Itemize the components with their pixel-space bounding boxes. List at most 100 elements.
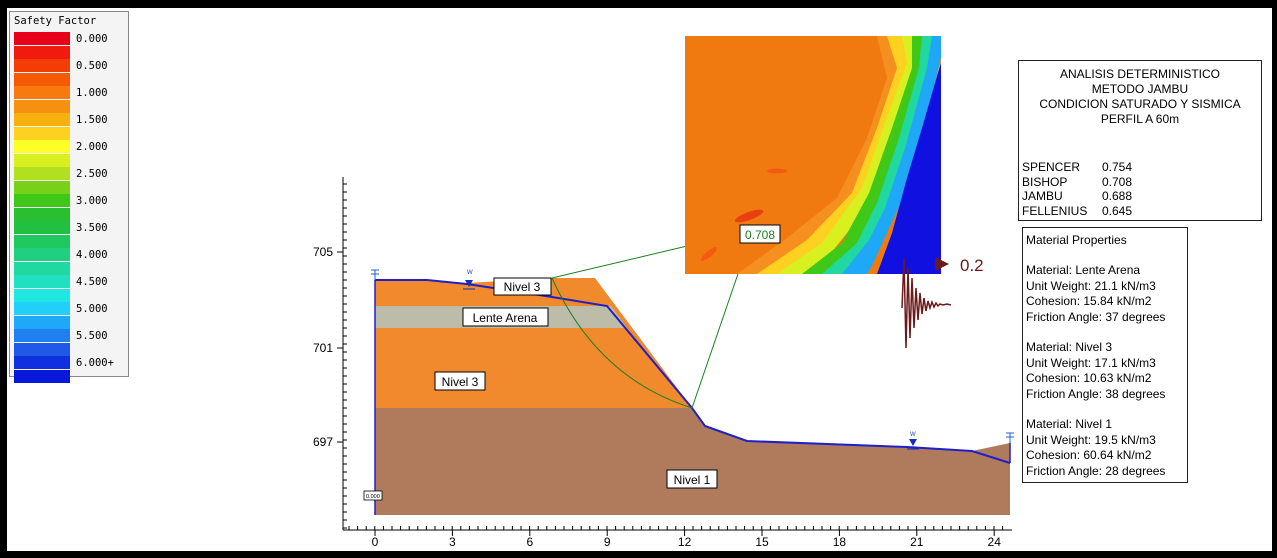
legend-swatch: [14, 140, 70, 153]
boundary-marker-icon: [371, 269, 379, 280]
legend-swatch: [14, 153, 70, 167]
y-tick-label: 705: [313, 245, 333, 259]
method-name: BISHOP: [1022, 174, 1068, 189]
legend-label: 3.000: [76, 195, 108, 207]
y-tick-labels: 705 701 697: [313, 245, 343, 449]
x-tick-label: 3: [449, 535, 456, 549]
model-canvas[interactable]: Safety Factor 0.000 0.500 1.000 1.500 2.000 2…: [7, 8, 1272, 551]
x-tick-label: 12: [678, 535, 692, 549]
fs-value-box: [739, 224, 781, 244]
seismic-arrow-icon: [935, 257, 949, 271]
x-tick-label: 9: [604, 535, 611, 549]
material-property: Unit Weight: 17.1 kN/m3: [1026, 355, 1156, 370]
method-results: SPENCER 0.754 BISHOP 0.708 JAMBU 0.688 FELLENI…: [1022, 160, 1132, 218]
label-box: [666, 469, 718, 489]
legend-swatch: [14, 288, 70, 302]
analysis-title: ANALISIS DETERMINISTICO METODO JAMBU CONDI…: [1019, 67, 1261, 127]
svg-text:W: W: [910, 432, 916, 438]
legend-label: 4.500: [76, 276, 108, 288]
legend-swatch: [14, 248, 70, 261]
legend-swatch: [14, 45, 70, 59]
legend-title: Safety Factor: [14, 15, 97, 27]
method-value: 0.754: [1102, 160, 1133, 174]
legend-swatch: [14, 180, 70, 194]
legend-swatch: [14, 167, 70, 180]
y-minor-ticks: [343, 183, 347, 529]
base-load-marker: [363, 490, 383, 501]
x-tick-label: 0: [372, 535, 379, 549]
analysis-title-line: METODO JAMBU: [1091, 82, 1189, 96]
method-value: 0.645: [1102, 203, 1133, 218]
material-group: Material: Nivel 3 Unit Weight: 17.1 kN/m3…: [1026, 340, 1165, 402]
x-tick-label: 24: [988, 535, 1002, 549]
material-property: Unit Weight: 21.1 kN/m3: [1026, 278, 1156, 293]
material-properties-box: Material Properties Material: Lente Aren…: [1022, 227, 1188, 483]
legend-label: 0.500: [76, 60, 108, 72]
material-property: Friction Angle: 38 degrees: [1026, 386, 1166, 401]
material-property: Cohesion: 15.84 kN/m2: [1026, 294, 1152, 308]
legend-label: 4.000: [76, 249, 108, 261]
material-property: Friction Angle: 28 degrees: [1026, 463, 1166, 478]
seismic-wave-icon: [901, 257, 952, 349]
x-minor-ticks: [348, 526, 1004, 530]
legend-label: 3.500: [76, 222, 108, 234]
label-box: [493, 277, 552, 296]
label-box: [434, 371, 486, 391]
legend-label: 5.000: [76, 303, 108, 315]
nivel3-top-label: Nivel 3: [504, 280, 541, 294]
material-property: Friction Angle: 37 degrees: [1026, 309, 1166, 324]
nivel1-label: Nivel 1: [674, 473, 711, 487]
svg-text:W: W: [467, 270, 473, 276]
legend-swatch: [14, 99, 70, 113]
legend-swatch: [14, 275, 70, 288]
nivel-1-region: [375, 408, 1010, 515]
legend-swatch: [14, 302, 70, 315]
y-tick-label: 701: [313, 341, 333, 355]
x-tick-label: 6: [526, 535, 533, 549]
legend-swatch: [14, 356, 70, 369]
fs-value-label: 0.708: [745, 228, 775, 242]
legend-label: 2.000: [76, 141, 108, 153]
legend-swatch: [14, 72, 70, 86]
legend-label: 1.000: [76, 87, 108, 99]
legend-swatch: [14, 315, 70, 329]
analysis-title-line: ANALISIS DETERMINISTICO: [1059, 67, 1221, 81]
method-result-row: JAMBU 0.688: [1022, 189, 1132, 204]
analysis-title-line: PERFIL A 60m: [1100, 112, 1180, 126]
label-box: [462, 307, 549, 327]
material-property: Cohesion: 60.64 kN/m2: [1026, 448, 1152, 462]
x-tick-labels: 0 3 6 9 12 15 18 21 24: [372, 530, 1002, 549]
seismic-coefficient: 0.2: [960, 256, 984, 275]
legend-swatch: [14, 329, 70, 342]
method-name: JAMBU: [1022, 189, 1063, 203]
method-value: 0.708: [1102, 174, 1133, 189]
water-table-icon: W: [907, 432, 919, 450]
x-tick-label: 18: [833, 535, 847, 549]
x-tick-label: 21: [910, 535, 924, 549]
critical-slip-surface: [551, 277, 693, 409]
legend-label: 6.000+: [76, 357, 114, 369]
lente-arena-label: Lente Arena: [473, 311, 538, 325]
water-table-icon: W: [463, 270, 475, 290]
boundary-marker-icon: [1006, 432, 1014, 443]
material-property: Material: Nivel 3: [1026, 340, 1113, 354]
method-result-row: SPENCER 0.754: [1022, 160, 1132, 175]
zoom-inset: [685, 36, 941, 274]
legend-swatch: [14, 221, 70, 234]
x-tick-label: 15: [755, 535, 769, 549]
legend-swatch: [14, 59, 70, 72]
method-result-row: BISHOP 0.708: [1022, 175, 1132, 190]
legend-label: 1.500: [76, 114, 108, 126]
slope-model: 705 701 697 0 3 6 9 12 15 18 21 24 W W: [313, 36, 1014, 549]
material-group: Material: Nivel 1 Unit Weight: 19.5 kN/m3…: [1026, 417, 1165, 479]
legend-swatch: [14, 113, 70, 126]
nivel-3-region: [375, 278, 692, 408]
method-result-row: FELLENIUS 0.645: [1022, 204, 1132, 219]
legend-label: 2.500: [76, 168, 108, 180]
method-name: SPENCER: [1022, 160, 1081, 174]
analysis-title-line: CONDICION SATURADO Y SISMICA: [1039, 97, 1241, 111]
base-marker-label: 0.000: [366, 494, 380, 500]
legend-swatch: [14, 342, 70, 356]
material-properties-heading: Material Properties: [1026, 233, 1127, 247]
method-value: 0.688: [1102, 189, 1133, 203]
